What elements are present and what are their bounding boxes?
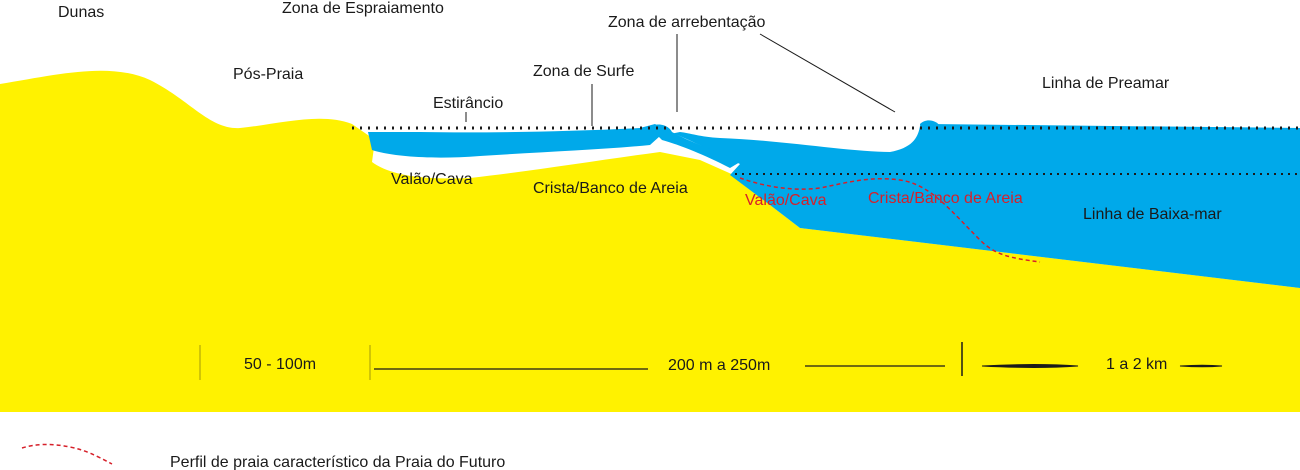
label-zona-espraiamento: Zona de Espraiamento (282, 0, 444, 17)
scale-line-3b (1179, 364, 1223, 368)
breaking-wave (650, 124, 740, 168)
scale-line-3a (981, 364, 1079, 368)
scale-label-2: 200 m a 250m (668, 357, 770, 374)
label-pos-praia: Pós-Praia (233, 66, 303, 83)
label-dunas: Dunas (58, 4, 104, 21)
future-profile-line (739, 177, 1041, 263)
label-future-crista-banco: Crista/Banco de Areia (868, 190, 1023, 207)
label-estirancio: Estirâncio (433, 95, 503, 112)
scale-label-3: 1 a 2 km (1106, 356, 1167, 373)
legend-profile-label: Perfil de praia característico da Praia … (170, 454, 505, 470)
label-future-valao-cava: Valão/Cava (745, 192, 827, 209)
label-linha-preamar: Linha de Preamar (1042, 75, 1170, 92)
label-valao-cava: Valão/Cava (391, 171, 473, 188)
arrebentacao-pointer-2 (759, 33, 896, 113)
legend-profile-swatch (21, 443, 113, 465)
label-zona-surfe: Zona de Surfe (533, 63, 635, 80)
label-zona-arrebentacao: Zona de arrebentação (608, 14, 766, 31)
scale-label-1: 50 - 100m (244, 356, 316, 373)
outer-wave (920, 120, 940, 140)
label-linha-baixamar: Linha de Baixa-mar (1083, 206, 1222, 223)
water-body (368, 124, 1300, 288)
sand-body (0, 70, 1300, 412)
label-crista-banco: Crista/Banco de Areia (533, 180, 688, 197)
